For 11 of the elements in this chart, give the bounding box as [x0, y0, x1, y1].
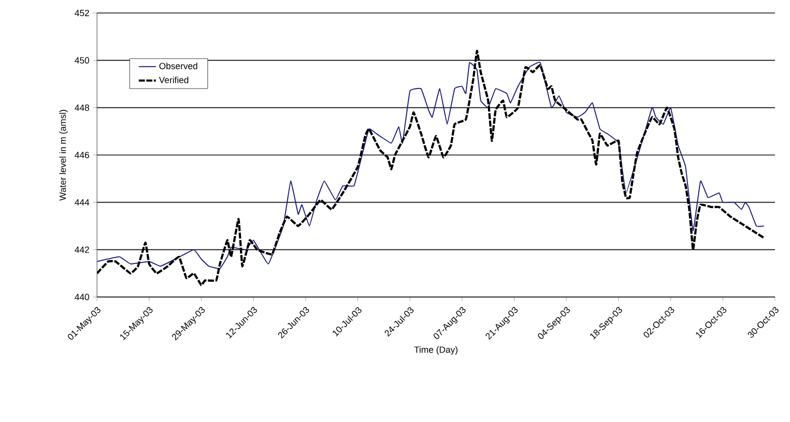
y-tick-label: 440: [74, 294, 90, 300]
y-tick-label: 442: [74, 246, 90, 253]
y-tick-label: 448: [74, 104, 90, 111]
y-axis-title: Water level in m (amsl): [59, 110, 68, 201]
legend-label: Observed: [159, 62, 198, 70]
y-tick-label: 450: [74, 57, 90, 64]
y-tick-label: 452: [74, 10, 90, 16]
y-tick-label: 446: [74, 152, 90, 158]
x-axis-title: Time (Day): [414, 346, 458, 355]
y-tick-label: 444: [74, 199, 90, 206]
legend-label: Verified: [158, 76, 188, 84]
